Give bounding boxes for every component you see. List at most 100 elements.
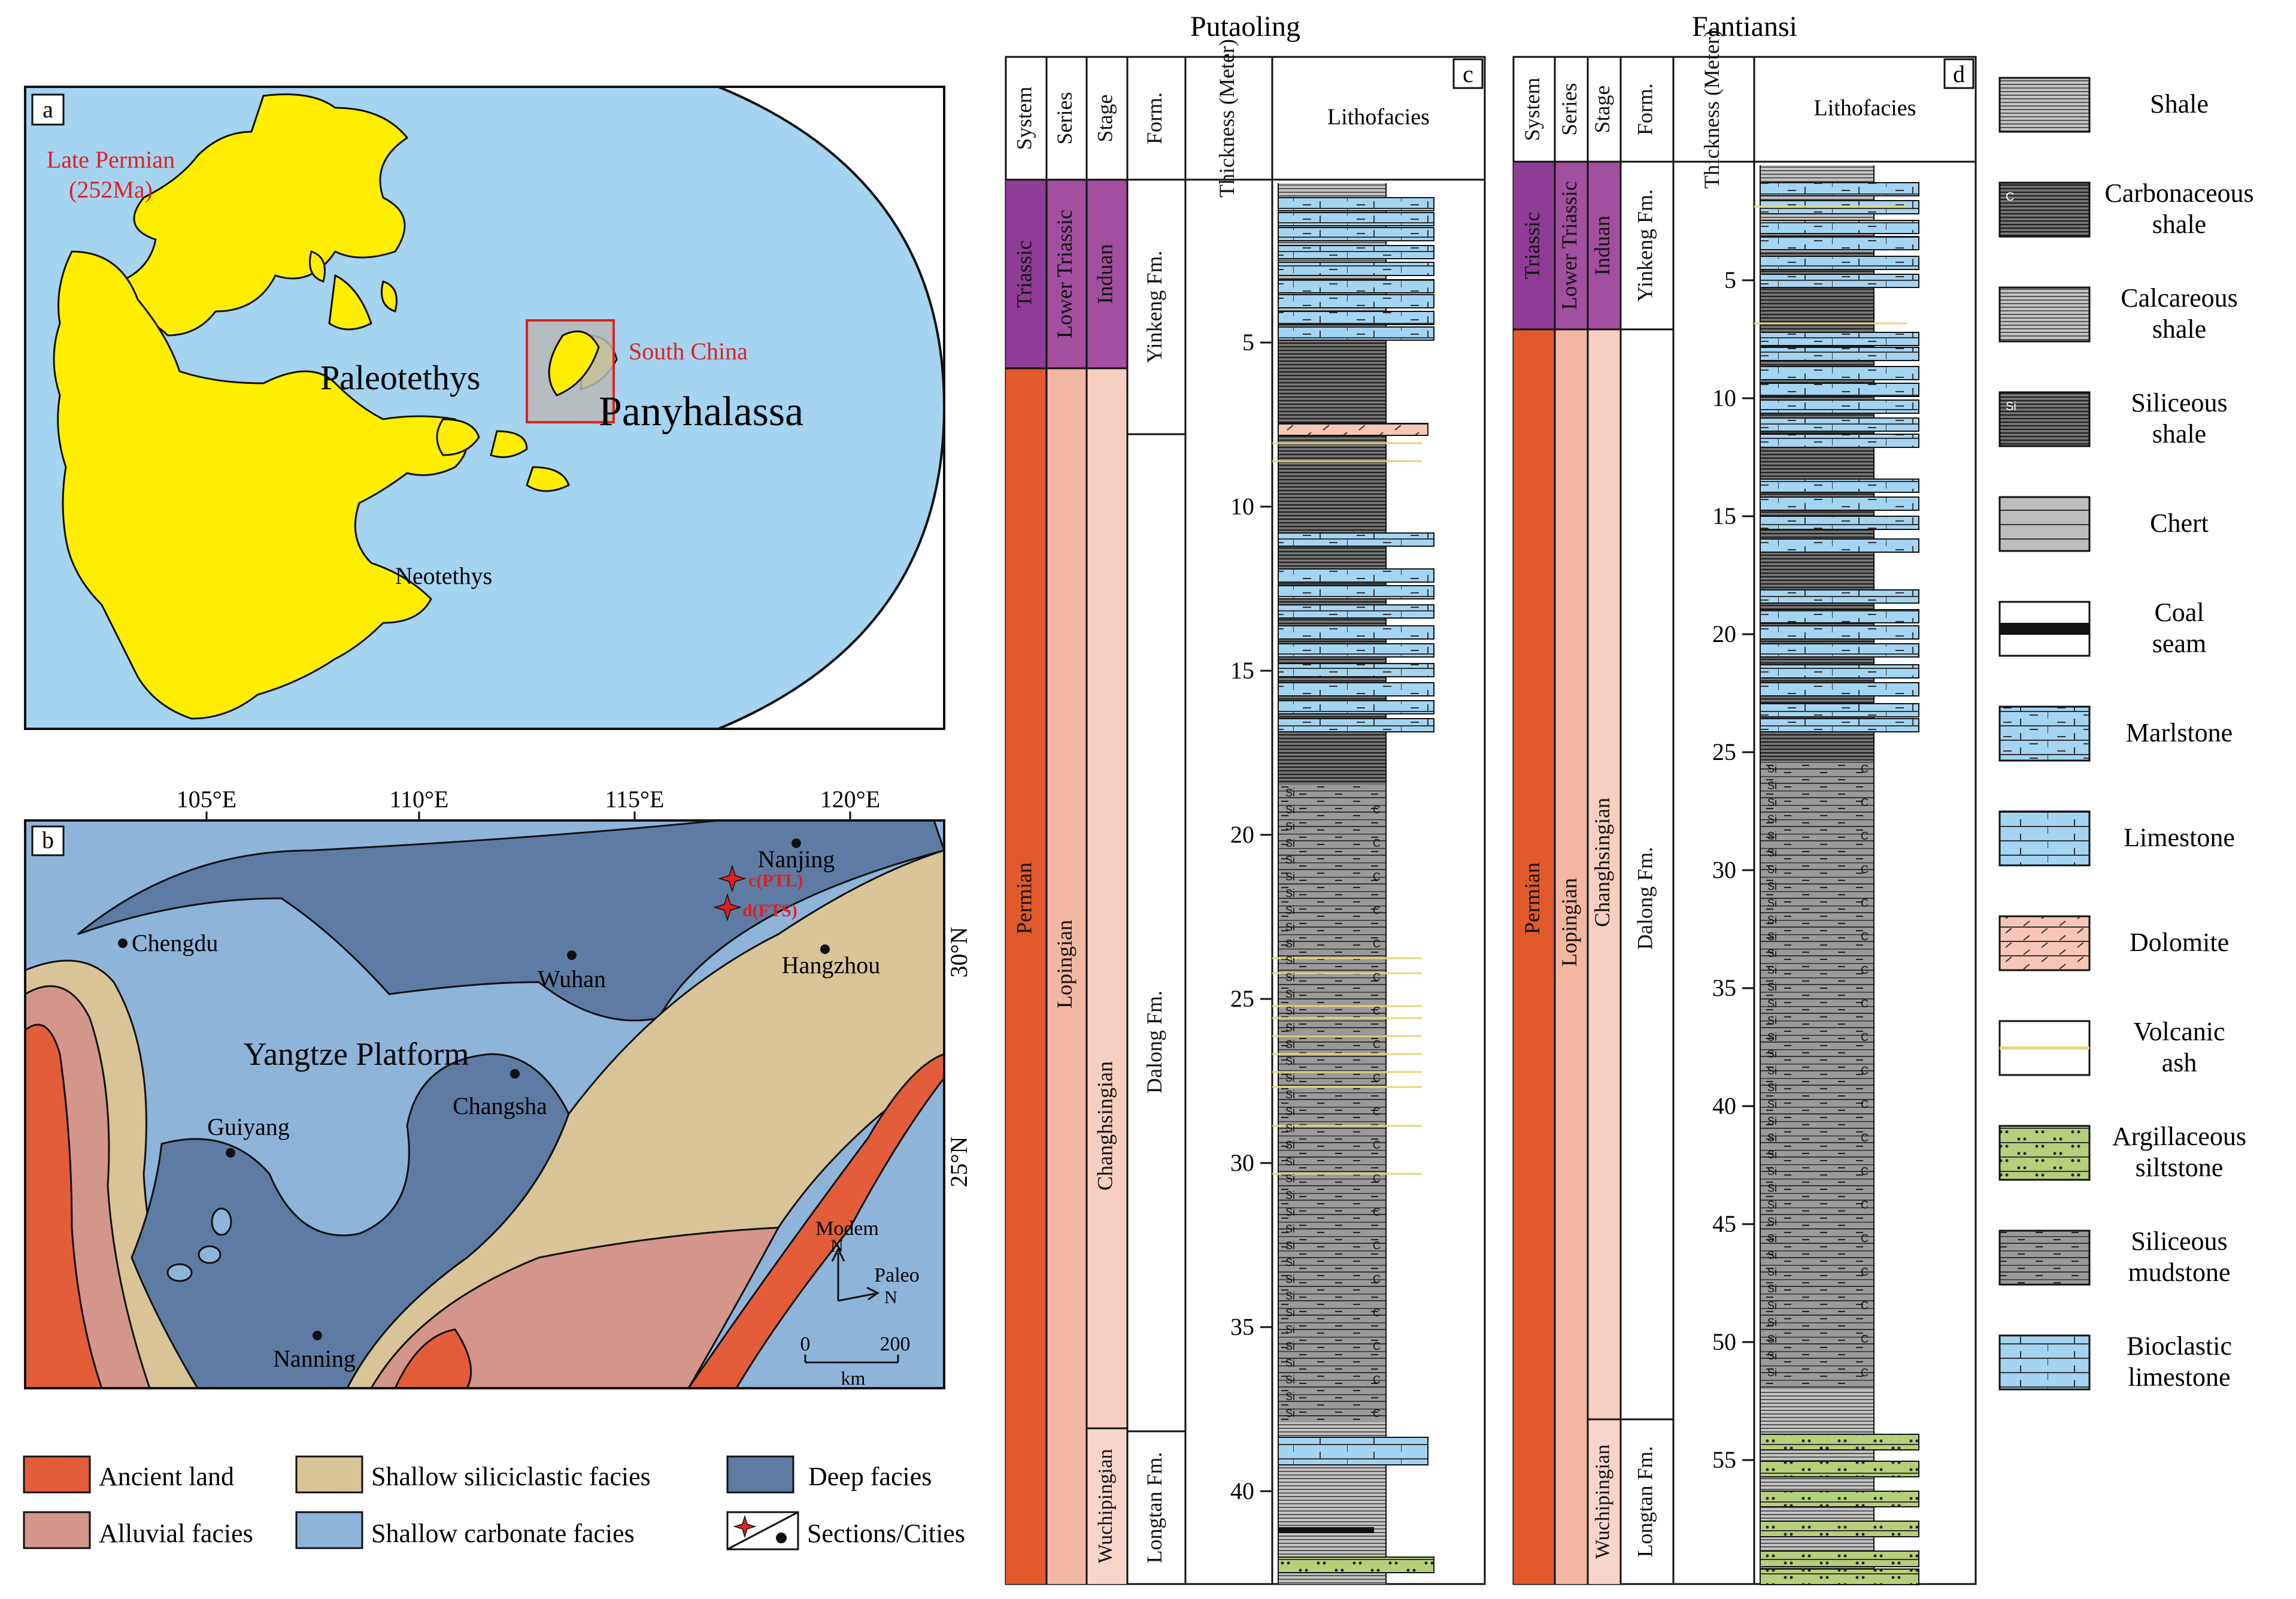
svg-text:C: C bbox=[1861, 830, 1869, 842]
depth-tick: 40 bbox=[1230, 1477, 1254, 1504]
formation-yinkeng: Yinkeng Fm. bbox=[1142, 250, 1166, 363]
depth-tick: 10 bbox=[1712, 384, 1736, 411]
section-letter: d bbox=[1953, 60, 1965, 87]
svg-text:Si: Si bbox=[1767, 1132, 1777, 1144]
header-series: Series bbox=[1557, 83, 1581, 136]
svg-text:Si: Si bbox=[1285, 888, 1295, 900]
series-lower-triassic: Lower Triassic bbox=[1053, 210, 1076, 338]
svg-text:C: C bbox=[1373, 971, 1381, 983]
svg-text:Si: Si bbox=[1767, 1048, 1777, 1060]
marlstone-bed bbox=[1278, 625, 1434, 640]
svg-text:C: C bbox=[1861, 931, 1869, 943]
marlstone-bed bbox=[1760, 609, 1919, 623]
neotethys-label: Neotethys bbox=[395, 562, 492, 589]
legend-swatch-alluvial bbox=[23, 1511, 91, 1549]
system-triassic: Triassic bbox=[1012, 240, 1036, 308]
legend-label: Volcanic ash bbox=[2133, 1017, 2225, 1077]
svg-text:C: C bbox=[1861, 964, 1869, 976]
north-n2: N bbox=[884, 1288, 897, 1307]
alluvial-south bbox=[369, 1226, 780, 1389]
chert-icon bbox=[1998, 496, 2091, 552]
svg-text:Si: Si bbox=[1285, 1072, 1295, 1084]
marlstone-bed bbox=[1760, 417, 1919, 432]
svg-text:Si: Si bbox=[1285, 1189, 1295, 1201]
stage-wuchipingian: Wuchipingian bbox=[1591, 1444, 1613, 1559]
section-title: Putaoling bbox=[1190, 11, 1300, 43]
svg-text:Si: Si bbox=[1767, 1031, 1777, 1043]
marlstone-bed bbox=[1760, 332, 1919, 346]
depth-tick: 35 bbox=[1230, 1313, 1254, 1340]
svg-text:Si: Si bbox=[1767, 914, 1777, 926]
lon-105: 105°E bbox=[177, 786, 236, 813]
svg-text:Si: Si bbox=[1285, 1089, 1295, 1101]
svg-text:Si: Si bbox=[1285, 1122, 1295, 1134]
svg-text:Si: Si bbox=[1767, 830, 1777, 842]
city-dots bbox=[118, 838, 830, 1340]
panel-b-facies-map: b 105°E 110°E 115°E 120°E 30°N 25°N Chen… bbox=[24, 786, 972, 1389]
section-column-fantiansi: Fantiansi System Series Stage Form. Thickness… bbox=[1512, 11, 1977, 1585]
marlstone-bed bbox=[1278, 279, 1434, 293]
marlstone-bed bbox=[1278, 262, 1434, 276]
svg-text:Si: Si bbox=[1285, 1374, 1295, 1386]
formation-longtan: Longtan Fm. bbox=[1633, 1446, 1657, 1558]
stage-changhsingian: Changhsingian bbox=[1093, 1061, 1117, 1191]
legend-ancient-land: Ancient land bbox=[99, 1462, 234, 1491]
svg-text:Si: Si bbox=[1767, 847, 1777, 859]
marlstone-bed bbox=[1278, 532, 1434, 547]
svg-text:Si: Si bbox=[1285, 1206, 1295, 1218]
marlstone-bed bbox=[1278, 311, 1434, 325]
svg-text:Si: Si bbox=[1767, 1098, 1777, 1110]
marlstone-bed bbox=[1278, 718, 1434, 732]
siltstone-bed bbox=[1760, 1521, 1919, 1537]
formation-dalong: Dalong Fm. bbox=[1142, 991, 1166, 1094]
ancient-land-west bbox=[24, 1023, 104, 1389]
svg-text:Si: Si bbox=[1767, 864, 1777, 876]
svg-text:Si: Si bbox=[1767, 1115, 1777, 1127]
legend-alluvial: Alluvial facies bbox=[99, 1519, 253, 1548]
svg-text:C: C bbox=[1861, 763, 1869, 775]
legend-swatch-shallow-siliciclastic bbox=[295, 1455, 363, 1494]
svg-text:Si: Si bbox=[1767, 1199, 1777, 1211]
system-permian: Permian bbox=[1520, 862, 1544, 934]
section-column-putaoling: Putaoling System Series Stage Form. Thickness… bbox=[1005, 11, 1486, 1585]
deep-facies-south bbox=[131, 1053, 570, 1389]
argillaceous-siltstone-icon bbox=[1998, 1125, 2091, 1181]
siltstone-bed bbox=[1760, 1568, 1919, 1585]
depth-tick: 15 bbox=[1230, 657, 1254, 684]
legend-label: Coal seam bbox=[2152, 598, 2206, 658]
svg-text:Si: Si bbox=[1767, 1333, 1777, 1345]
marlstone-bed bbox=[1760, 718, 1919, 732]
svg-text:Si: Si bbox=[1285, 1391, 1295, 1403]
ancient-land-south bbox=[393, 1328, 472, 1389]
header-system: System bbox=[1012, 86, 1036, 150]
depth-tick: 20 bbox=[1712, 620, 1736, 647]
svg-text:Si: Si bbox=[1285, 1256, 1295, 1268]
lon-110: 110°E bbox=[390, 786, 449, 813]
legend-label: Chert bbox=[2150, 508, 2209, 538]
legend-deep: Deep facies bbox=[808, 1462, 932, 1491]
svg-text:C: C bbox=[1861, 1367, 1869, 1379]
svg-text:Si: Si bbox=[1285, 854, 1295, 866]
svg-text:C: C bbox=[1861, 1098, 1869, 1110]
svg-text:C: C bbox=[1373, 1307, 1381, 1319]
section-c-label: c(PTL) bbox=[748, 871, 803, 891]
svg-text:Si: Si bbox=[1767, 1266, 1777, 1278]
marlstone-bed bbox=[1760, 643, 1919, 658]
svg-text:C: C bbox=[1373, 804, 1381, 816]
siltstone-bed bbox=[1278, 1556, 1434, 1573]
svg-text:C: C bbox=[1861, 1333, 1869, 1345]
svg-text:Si: Si bbox=[1285, 938, 1295, 950]
formation-dalong: Dalong Fm. bbox=[1633, 847, 1657, 950]
marlstone-bed bbox=[1278, 585, 1434, 599]
series-lopingian: Lopingian bbox=[1557, 878, 1581, 967]
svg-text:Si: Si bbox=[1767, 981, 1777, 993]
system-triassic: Triassic bbox=[1520, 212, 1544, 280]
marlstone-bed bbox=[1278, 682, 1434, 696]
system-permian: Permian bbox=[1012, 862, 1036, 934]
marlstone-bed bbox=[1278, 604, 1434, 619]
svg-text:C: C bbox=[2006, 190, 2014, 204]
panel-b-letter: b bbox=[42, 826, 54, 853]
marlstone-bed bbox=[1760, 182, 1919, 196]
yangtze-platform-label: Yangtze Platform bbox=[244, 1036, 469, 1072]
legend-label: Dolomite bbox=[2130, 928, 2229, 957]
